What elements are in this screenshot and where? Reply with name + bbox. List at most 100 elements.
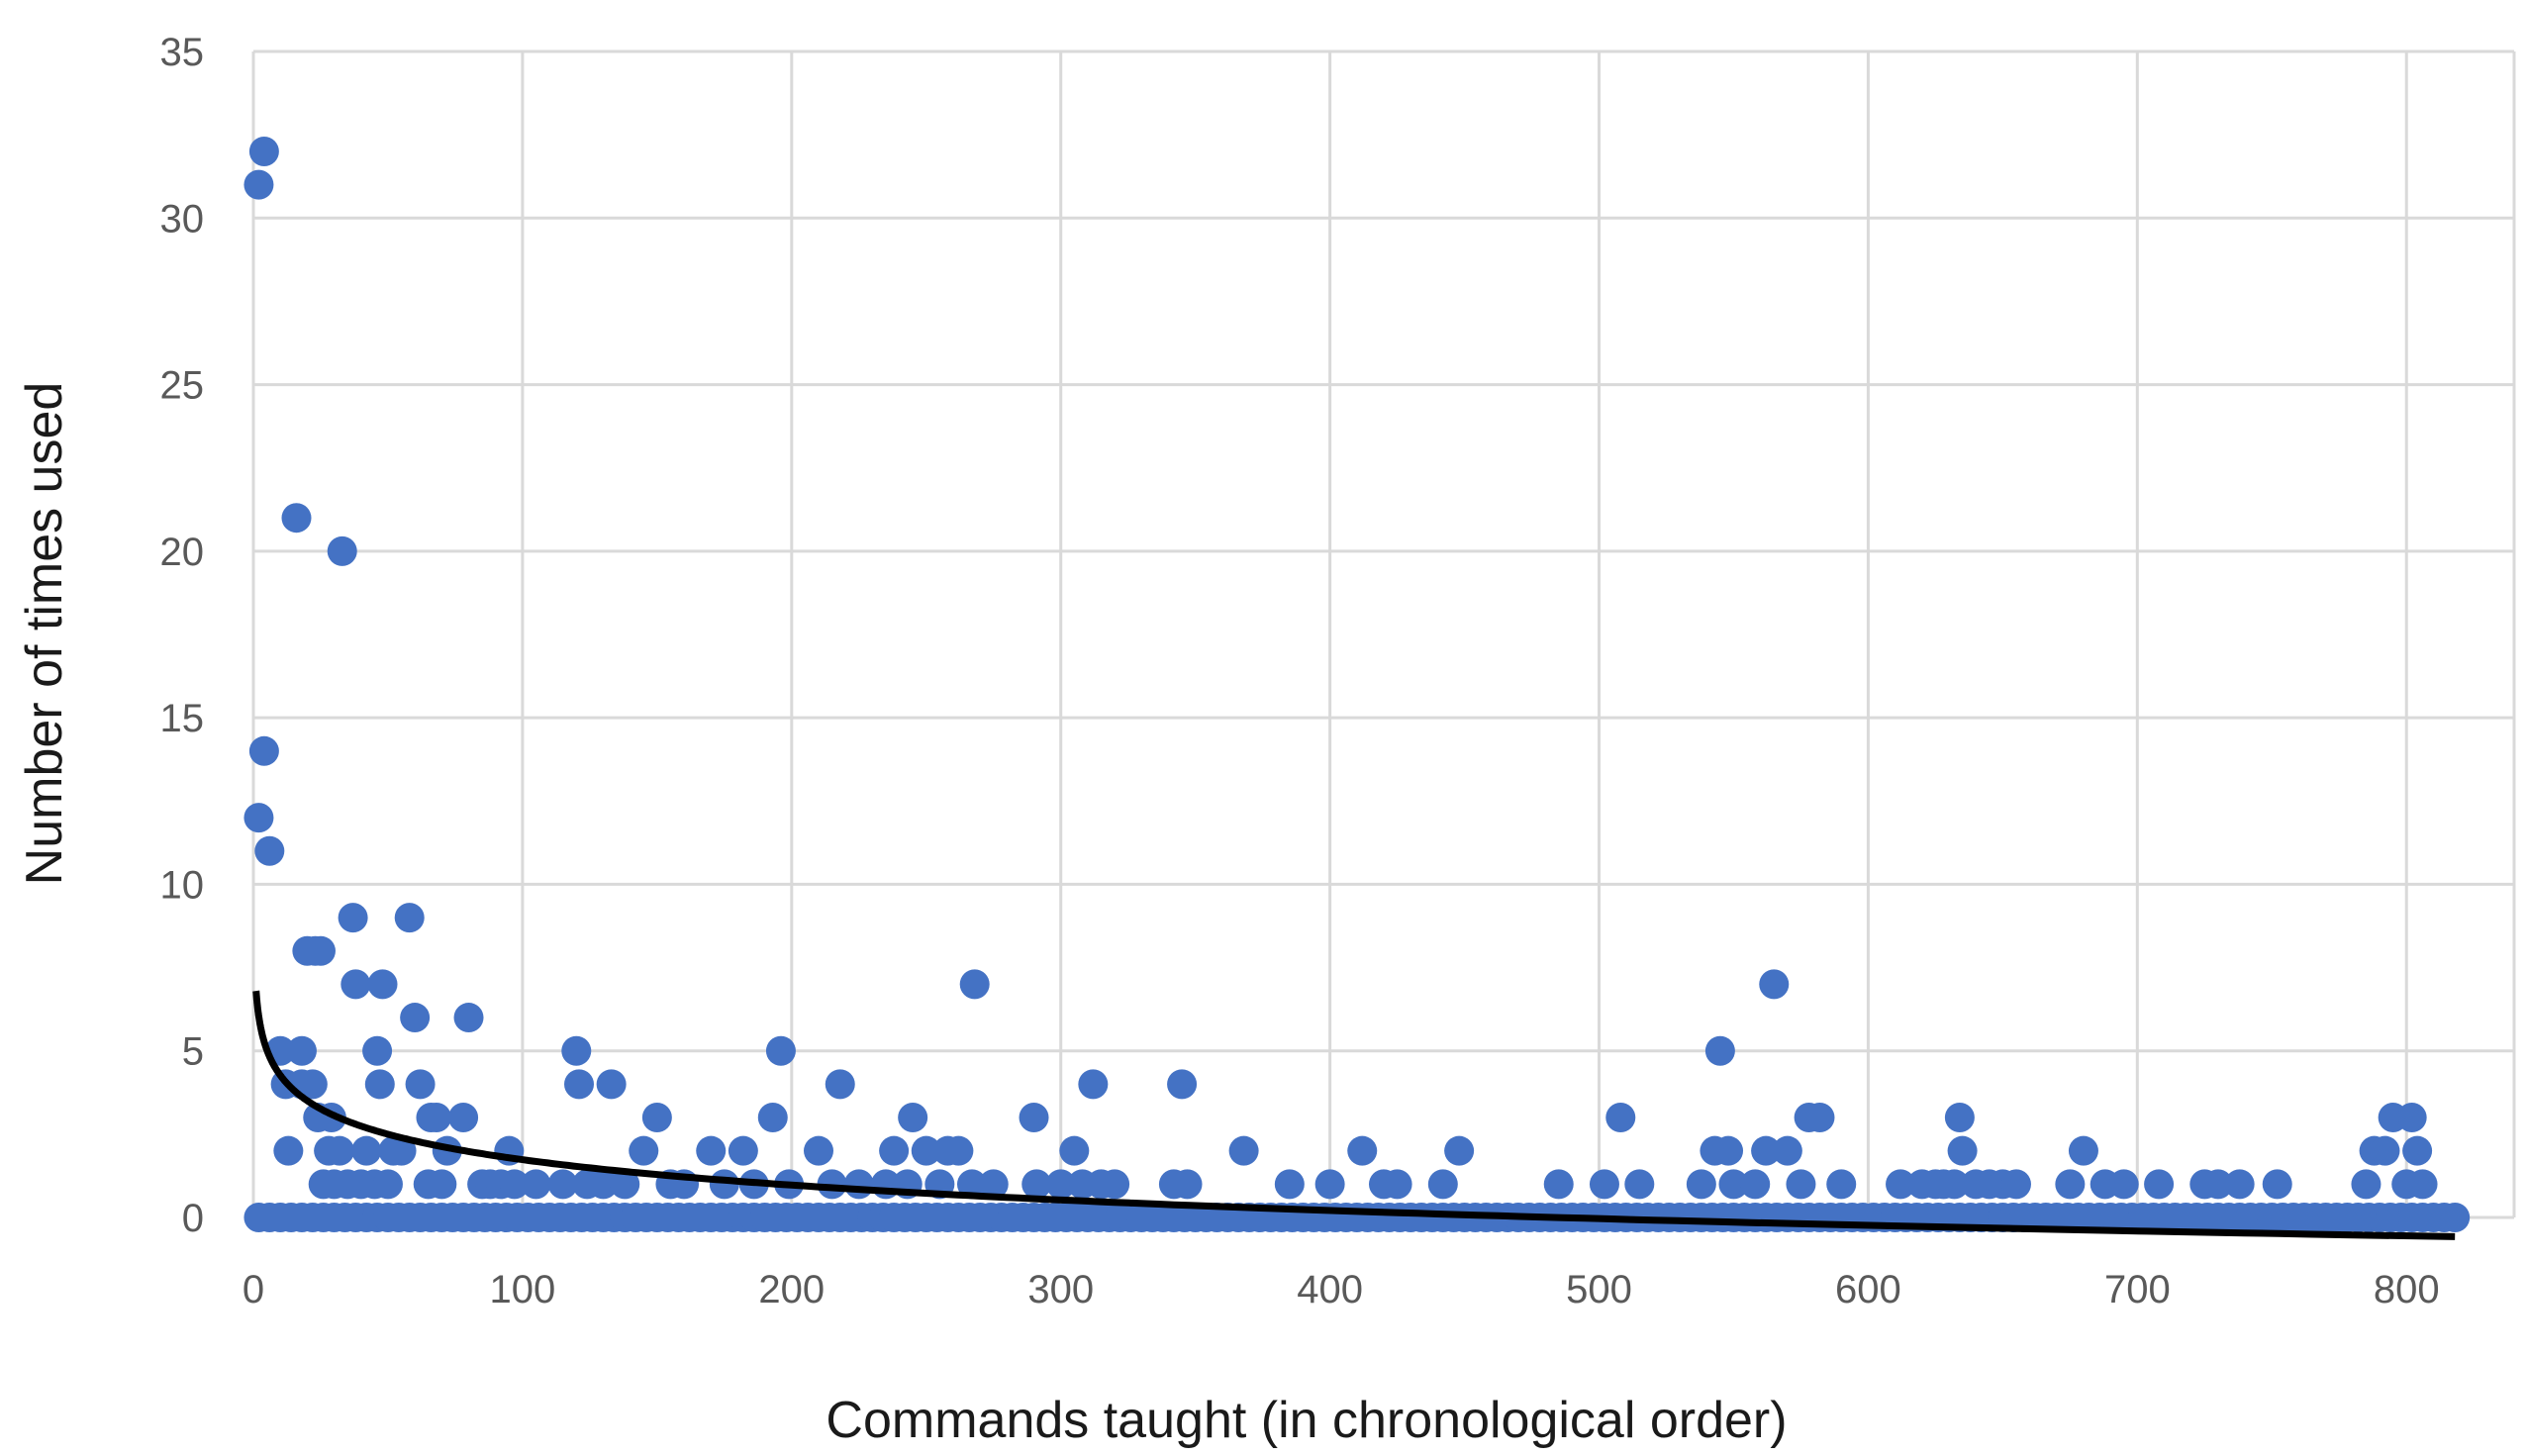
data-point [588,1169,619,1200]
y-tick-label: 35 [160,31,205,74]
data-point [1944,1103,1975,1133]
y-tick-label: 15 [160,697,205,740]
data-point [1059,1135,1090,1166]
y-tick-label: 20 [160,531,205,574]
data-point [453,1003,484,1033]
data-point [757,1103,788,1133]
data-points [243,136,2438,1200]
data-point [1167,1069,1198,1100]
y-tick-label: 10 [160,863,205,907]
x-tick-label: 300 [1027,1268,1094,1311]
zero-baseline-points [243,1203,2471,1232]
data-point [1826,1169,1857,1200]
data-point [1772,1135,1802,1166]
data-point [1886,1169,1916,1200]
data-point [448,1103,479,1133]
data-point [898,1103,928,1133]
data-point [2402,1135,2433,1166]
data-point [596,1069,627,1100]
y-axis-title: Number of times used [16,382,73,886]
data-point [1751,1135,1782,1166]
y-tick-label: 0 [182,1197,204,1240]
data-point [521,1169,551,1200]
data-point [911,1135,941,1166]
data-point [1704,1035,1735,1066]
data-point [364,1069,395,1100]
data-point [1543,1169,1574,1200]
data-point [1172,1169,1203,1200]
data-point [1804,1103,1835,1133]
x-tick-label: 100 [490,1268,556,1311]
data-point [305,935,336,966]
data-point [2144,1169,2175,1200]
data-point [696,1135,727,1166]
data-point [1228,1135,1259,1166]
y-tick-label: 5 [182,1030,204,1074]
data-point [421,1103,451,1133]
data-point [728,1135,758,1166]
data-point [499,1169,530,1200]
data-point [1718,1169,1749,1200]
tick-labels: 0 5 10 15 20 25 30 35 0 100 200 300 400 500 600 700 800 [160,31,2440,1311]
data-point [2370,1135,2400,1166]
data-point [297,1069,328,1100]
data-point [1078,1069,1109,1100]
data-point [1274,1169,1305,1200]
data-point [629,1135,659,1166]
data-point [1624,1169,1655,1200]
y-tick-label: 30 [160,197,205,241]
data-point [978,1169,1009,1200]
data-point [386,1135,417,1166]
data-point [804,1135,833,1166]
data-point [273,1135,304,1166]
data-point [2262,1169,2292,1200]
data-point [1444,1135,1475,1166]
data-point [2407,1169,2438,1200]
x-tick-label: 0 [243,1268,264,1311]
data-point [1713,1135,1744,1166]
data-point [564,1069,595,1100]
data-point [943,1135,974,1166]
data-point [248,735,279,766]
data-point [243,169,274,200]
data-point [2108,1169,2139,1200]
data-point [2351,1169,2381,1200]
data-point [2224,1169,2255,1200]
data-point [400,1003,431,1033]
data-point [1021,1169,1052,1200]
data-point [879,1135,910,1166]
data-point [1686,1169,1716,1200]
data-point [610,1169,640,1200]
data-point [956,1169,987,1200]
data-point [1019,1103,1049,1133]
data-point [2055,1169,2086,1200]
data-point [765,1035,796,1066]
data-point [1740,1169,1771,1200]
data-point [351,1135,382,1166]
trendline-layer [252,990,2456,1240]
x-tick-label: 500 [1566,1268,1632,1311]
data-point [1347,1135,1378,1166]
data-point [243,803,274,833]
data-point [394,903,425,933]
data-point [1382,1169,1412,1200]
gridlines [251,49,2516,1219]
x-axis-title: Commands taught (in chronological order) [826,1392,1787,1449]
data-point [1314,1169,1345,1200]
data-point [1759,969,1790,1000]
data-point [547,1169,578,1200]
data-point [843,1169,874,1200]
x-tick-label: 800 [2374,1268,2440,1311]
data-point [1947,1135,1978,1166]
data-point [1786,1169,1816,1200]
x-tick-label: 700 [2104,1268,2171,1311]
data-point [1939,1169,1970,1200]
x-tick-label: 200 [758,1268,825,1311]
data-point [281,503,312,534]
y-tick-label: 25 [160,364,205,408]
data-point [1427,1169,1458,1200]
data-point [362,1035,393,1066]
data-point [254,835,285,866]
data-point [561,1035,592,1066]
